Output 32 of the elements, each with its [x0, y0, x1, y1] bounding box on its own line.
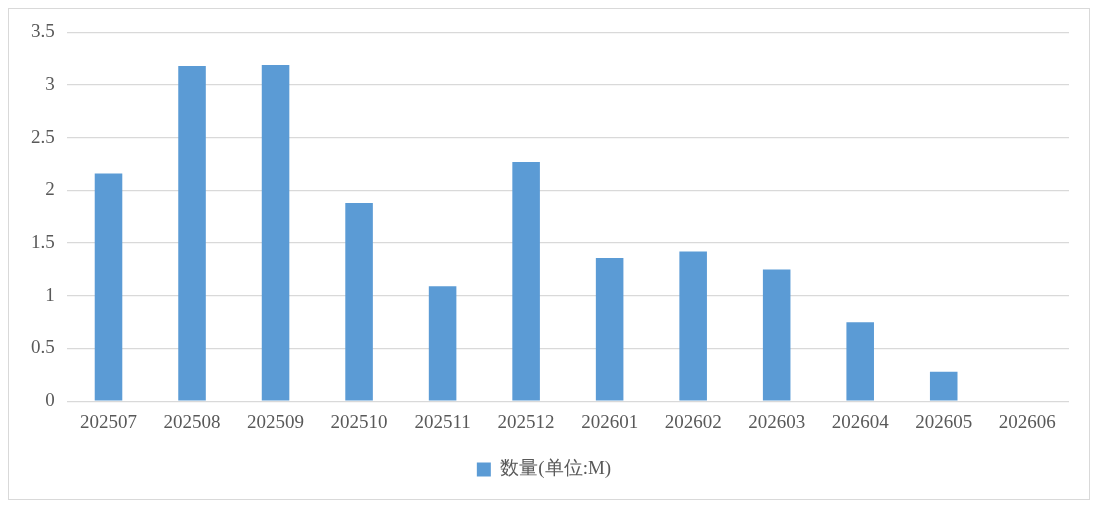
x-tick-label: 202508	[163, 410, 221, 432]
y-tick-label: 1	[45, 283, 55, 305]
y-tick-label: 2	[45, 178, 55, 200]
x-tick-label: 202606	[998, 410, 1056, 432]
bar	[512, 162, 540, 401]
x-tick-label: 202604	[831, 410, 890, 432]
x-tick-label: 202605	[915, 410, 973, 432]
bar	[345, 203, 373, 401]
bar	[428, 286, 457, 401]
x-tick-label: 202509	[247, 410, 305, 432]
x-tick-label: 202512	[497, 410, 555, 432]
bar	[178, 66, 206, 401]
bar	[595, 257, 624, 401]
x-tick-label: 202602	[664, 410, 722, 432]
y-tick-label: 0.5	[31, 336, 55, 358]
y-tick-label: 3	[45, 73, 55, 95]
bar	[679, 251, 707, 401]
bar	[846, 322, 874, 401]
bar	[261, 65, 290, 401]
y-tick-label: 0	[45, 389, 55, 411]
x-tick-label: 202603	[748, 410, 806, 432]
bar	[929, 371, 958, 401]
y-tick-label: 3.5	[31, 20, 55, 42]
bar	[94, 173, 123, 401]
y-tick-label: 2.5	[31, 125, 55, 147]
y-tick-label: 1.5	[31, 231, 55, 253]
x-tick-label: 202507	[80, 410, 138, 432]
x-tick-label: 202601	[581, 410, 639, 432]
bar	[762, 269, 791, 401]
legend-label: 数量(单位:M)	[500, 457, 612, 480]
x-tick-label: 202510	[330, 410, 388, 432]
x-tick-label: 202511	[414, 410, 471, 432]
